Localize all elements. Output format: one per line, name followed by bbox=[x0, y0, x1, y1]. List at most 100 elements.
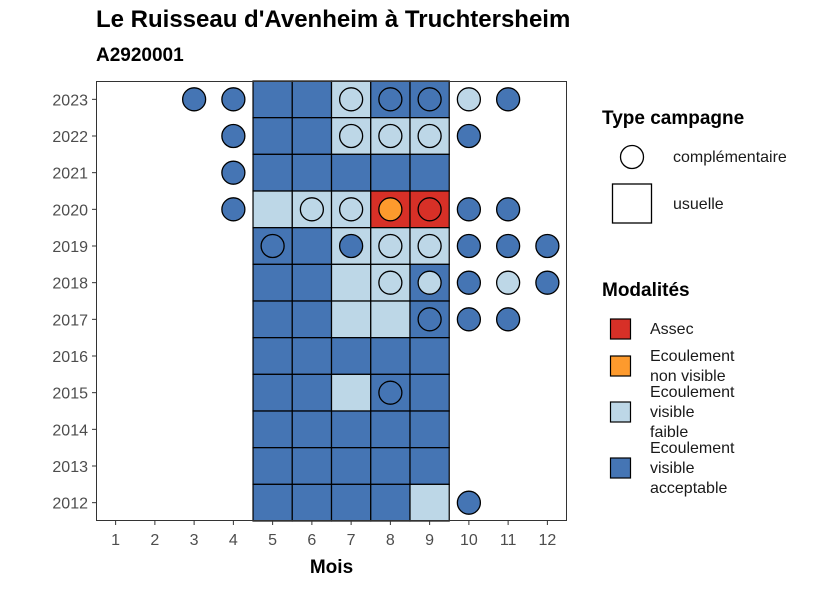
usuelle-cell-2021-9 bbox=[409, 153, 450, 192]
usuelle-cells-layer bbox=[252, 80, 450, 522]
x-tick-label-2: 2 bbox=[150, 532, 159, 549]
usuelle-cell-2013-6 bbox=[291, 447, 333, 485]
y-tick-label-2023: 2023 bbox=[52, 92, 88, 109]
usuelle-cell-2016-6 bbox=[291, 337, 333, 375]
usuelle-cell-2020-9 bbox=[409, 190, 450, 229]
legend-key-assec bbox=[609, 318, 632, 340]
legend-key-complementaire bbox=[619, 144, 645, 170]
usuelle-cell-2017-8 bbox=[370, 300, 411, 339]
usuelle-cell-2015-9 bbox=[409, 373, 450, 412]
usuelle-cell-2014-6 bbox=[291, 410, 333, 449]
complementaire-point-2018-8 bbox=[378, 270, 403, 295]
usuelle-cell-2015-5 bbox=[252, 373, 293, 412]
complementaire-point-2020-6 bbox=[299, 197, 325, 222]
usuelle-cell-2012-5 bbox=[252, 483, 293, 522]
complementaire-point-2021-4 bbox=[221, 160, 246, 185]
usuelle-cell-2014-9 bbox=[409, 410, 450, 449]
legend-campaign-type: Type campagne complémentaire usuelle bbox=[602, 108, 787, 224]
usuelle-cell-2014-7 bbox=[330, 410, 372, 449]
complementaire-point-2023-8 bbox=[378, 87, 403, 112]
complementaire-point-2022-9 bbox=[417, 123, 442, 149]
usuelle-cell-2012-6 bbox=[291, 483, 333, 522]
x-tick-label-9: 9 bbox=[425, 532, 434, 549]
x-tick-label-6: 6 bbox=[307, 532, 316, 549]
complementaire-point-2019-12 bbox=[535, 233, 560, 259]
usuelle-cell-2016-8 bbox=[370, 337, 411, 375]
x-tick-label-5: 5 bbox=[268, 532, 277, 549]
usuelle-cell-2013-9 bbox=[409, 447, 450, 485]
x-tick-label-11: 11 bbox=[500, 532, 517, 549]
legend-label-faible: Ecoulement visible faible bbox=[650, 384, 735, 441]
y-tick-label-2020: 2020 bbox=[52, 202, 88, 219]
complementaire-point-2023-9 bbox=[417, 87, 442, 112]
complementaire-point-2023-7 bbox=[338, 87, 364, 112]
complementaire-point-2018-11 bbox=[495, 270, 521, 295]
legend-label-acceptable: Ecoulement visible acceptable bbox=[650, 440, 735, 497]
complementaire-point-2015-8 bbox=[378, 380, 403, 405]
complementaire-point-2018-9 bbox=[417, 270, 442, 295]
x-tick-label-3: 3 bbox=[190, 532, 199, 549]
complementaire-point-2020-9 bbox=[417, 197, 442, 222]
panel-border bbox=[96, 81, 567, 521]
y-tick-label-2019: 2019 bbox=[52, 239, 88, 256]
usuelle-cell-2023-5 bbox=[252, 80, 293, 119]
complementaire-point-2018-10 bbox=[456, 270, 482, 295]
usuelle-cell-2013-7 bbox=[330, 447, 372, 485]
usuelle-cell-2015-6 bbox=[291, 373, 333, 412]
usuelle-cell-2022-5 bbox=[252, 117, 293, 155]
usuelle-cell-2023-6 bbox=[291, 80, 333, 119]
complementaire-point-2012-10 bbox=[456, 490, 482, 515]
complementaire-point-2019-9 bbox=[417, 233, 442, 259]
legend-key-acceptable bbox=[609, 457, 632, 479]
legend-label-complementaire: complémentaire bbox=[673, 149, 787, 166]
usuelle-cell-2021-6 bbox=[291, 153, 333, 192]
complementaire-point-2022-10 bbox=[456, 123, 482, 149]
y-tick-label-2014: 2014 bbox=[52, 422, 88, 439]
usuelle-cell-2021-7 bbox=[330, 153, 372, 192]
x-tick-label-12: 12 bbox=[538, 532, 556, 549]
y-tick-label-2012: 2012 bbox=[52, 496, 88, 513]
legend-key-nonvisible bbox=[609, 355, 632, 377]
complementaire-point-2019-11 bbox=[495, 233, 521, 259]
complementaire-point-2019-7 bbox=[338, 233, 364, 259]
usuelle-cell-2018-6 bbox=[291, 263, 333, 302]
y-tick-label-2013: 2013 bbox=[52, 459, 88, 476]
usuelle-cell-2012-8 bbox=[370, 483, 411, 522]
complementaire-point-2020-7 bbox=[338, 197, 364, 222]
usuelle-cell-2012-7 bbox=[330, 483, 372, 522]
complementaire-point-2019-5 bbox=[260, 233, 285, 259]
usuelle-cell-2014-5 bbox=[252, 410, 293, 449]
usuelle-cell-2018-5 bbox=[252, 263, 293, 302]
x-tick-label-8: 8 bbox=[386, 532, 395, 549]
chart-subtitle: A2920001 bbox=[96, 45, 184, 66]
usuelle-cell-2016-9 bbox=[409, 337, 450, 375]
y-tick-label-2016: 2016 bbox=[52, 349, 88, 366]
complementaire-point-2017-10 bbox=[456, 307, 482, 332]
complementaire-point-2023-4 bbox=[221, 87, 246, 112]
legend-label-nonvisible: Ecoulement non visible bbox=[650, 348, 735, 385]
complementaire-point-2023-3 bbox=[181, 87, 207, 112]
complementaire-point-2018-12 bbox=[535, 270, 560, 295]
usuelle-cell-2015-7 bbox=[330, 373, 372, 412]
legend-modalites-title: Modalités bbox=[602, 280, 690, 301]
complementaire-point-2020-10 bbox=[456, 197, 482, 222]
x-tick-label-4: 4 bbox=[229, 532, 238, 549]
usuelle-cell-2018-7 bbox=[330, 263, 372, 302]
usuelle-cell-2017-7 bbox=[330, 300, 372, 339]
complementaire-point-2017-11 bbox=[495, 307, 521, 332]
complementaire-point-2019-8 bbox=[378, 233, 403, 259]
usuelle-cell-2021-8 bbox=[370, 153, 411, 192]
legend-key-faible bbox=[609, 401, 632, 423]
y-tick-label-2021: 2021 bbox=[52, 166, 88, 183]
legend-label-assec: Assec bbox=[650, 321, 694, 338]
legend-key-usuelle bbox=[611, 183, 653, 224]
y-tick-label-2018: 2018 bbox=[52, 276, 88, 293]
x-tick-label-10: 10 bbox=[460, 532, 478, 549]
complementaire-point-2020-11 bbox=[495, 197, 521, 222]
complementaire-point-2022-8 bbox=[378, 123, 403, 149]
complementaire-point-2019-10 bbox=[456, 233, 482, 259]
x-axis-title: Mois bbox=[310, 557, 353, 578]
y-tick-label-2022: 2022 bbox=[52, 129, 88, 146]
x-tick-label-7: 7 bbox=[347, 532, 356, 549]
y-axis: 2012 2013 2014 2015 2016 2017 2018 2019 2020 2021… bbox=[52, 92, 96, 513]
